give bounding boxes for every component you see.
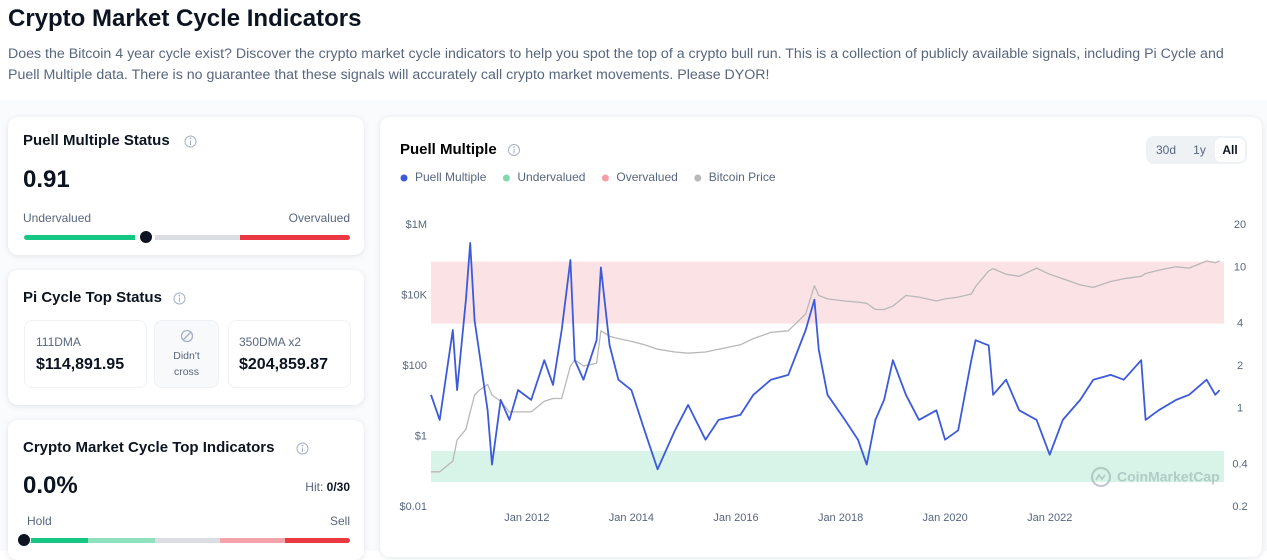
info-icon: [184, 135, 197, 148]
hit-count: Hit: 0/30: [305, 480, 350, 494]
puell-card: Puell Multiple Status 0.91 Undervalued O…: [8, 117, 364, 255]
y-tick-label: $0.01: [399, 501, 427, 513]
x-tick-label: Jan 2012: [504, 512, 549, 524]
y2-tick-label: 20: [1234, 219, 1246, 231]
legend-label: Bitcoin Price: [709, 170, 776, 184]
dma-value: $114,891.95: [36, 356, 125, 373]
legend-marker: [502, 174, 510, 182]
y2-tick-label: 0.2: [1232, 501, 1247, 513]
range-button-active[interactable]: All: [1215, 138, 1245, 162]
hit-label: Hit:: [305, 480, 324, 494]
card-title: Puell Multiple Status: [23, 132, 170, 149]
page-description: Does the Bitcoin 4 year cycle exist? Dis…: [8, 46, 1224, 83]
top-indicators-card: Crypto Market Cycle Top Indicators 0.0% …: [8, 420, 364, 560]
card-value: 0.91: [23, 166, 70, 193]
x-tick-label: Jan 2018: [818, 512, 863, 524]
status-text: Didn't cross: [173, 350, 200, 378]
dma-label: 350DMA x2: [239, 335, 302, 349]
series-line: [431, 260, 1220, 473]
dma-value: $204,859.87: [239, 356, 328, 373]
dma-label: 111DMA: [36, 335, 81, 349]
gauge-light-green: [88, 538, 155, 543]
range-switch: 30d 1y All: [1146, 136, 1247, 164]
gauge-gray: [155, 538, 220, 543]
gauge-green: [24, 235, 135, 240]
high-label: Overvalued: [288, 211, 350, 225]
legend-label: Puell Multiple: [415, 170, 487, 184]
info-icon: [296, 442, 309, 455]
band: [431, 450, 1224, 483]
chart: Puell Multiple CoinMarketCap $0.01 $1 $100…: [399, 141, 1247, 524]
legend-marker: [400, 174, 408, 182]
high-label: Sell: [329, 514, 350, 528]
series-line: [430, 242, 1221, 471]
gauge-knob: [139, 230, 153, 244]
low-label: Undervalued: [23, 211, 92, 225]
gauge-pink: [220, 538, 285, 543]
pi-cycle-card: Pi Cycle Top Status 111DMA $114,891.95 D…: [8, 270, 364, 405]
dma-box: 350DMA x2 $204,859.87: [228, 320, 351, 388]
y2-tick-label: 4: [1237, 317, 1243, 329]
range-button[interactable]: 1y: [1193, 143, 1206, 157]
y2-tick-label: 10: [1234, 261, 1246, 273]
legend-marker: [694, 174, 702, 182]
legend-label: Overvalued: [616, 170, 677, 184]
x-tick-label: Jan 2014: [609, 512, 654, 524]
watermark-logo: [1090, 466, 1112, 488]
dma-box: 111DMA $114,891.95: [24, 320, 147, 388]
x-tick-label: Jan 2016: [713, 512, 758, 524]
band: [431, 261, 1224, 324]
y-tick-label: $1M: [406, 219, 427, 231]
y2-tick-label: 1: [1237, 402, 1243, 414]
y2-tick-label: 2: [1237, 360, 1243, 372]
y-tick-label: $10K: [401, 289, 427, 301]
low-label: Hold: [27, 514, 52, 528]
gauge-knob: [17, 533, 31, 547]
chart-card: Puell Multiple CoinMarketCap $0.01 $1 $100…: [380, 117, 1262, 557]
page-title: Crypto Market Cycle Indicators: [8, 5, 362, 32]
y2-tick-label: 0.4: [1232, 458, 1247, 470]
chart-title: Puell Multiple: [400, 141, 497, 158]
hit-value: 0/30: [326, 480, 350, 494]
y-tick-label: $1: [415, 430, 427, 442]
info-icon: [173, 292, 186, 305]
card-title: Pi Cycle Top Status: [23, 289, 162, 306]
legend-label: Undervalued: [517, 170, 585, 184]
card-title: Crypto Market Cycle Top Indicators: [23, 439, 275, 456]
x-tick-label: Jan 2020: [923, 512, 968, 524]
gauge-red: [240, 235, 350, 240]
status-icon: [180, 329, 194, 343]
gauge-red: [285, 538, 350, 543]
info-icon: [508, 144, 520, 156]
y-tick-label: $100: [403, 360, 427, 372]
card-value: 0.0%: [23, 472, 78, 499]
watermark: CoinMarketCap: [1117, 469, 1220, 485]
range-button[interactable]: 30d: [1155, 143, 1177, 157]
gauge-green: [24, 538, 88, 543]
x-tick-label: Jan 2022: [1027, 512, 1072, 524]
status-box: Didn't cross: [154, 320, 219, 388]
legend-marker: [601, 174, 609, 182]
gauge-gray: [155, 235, 240, 240]
